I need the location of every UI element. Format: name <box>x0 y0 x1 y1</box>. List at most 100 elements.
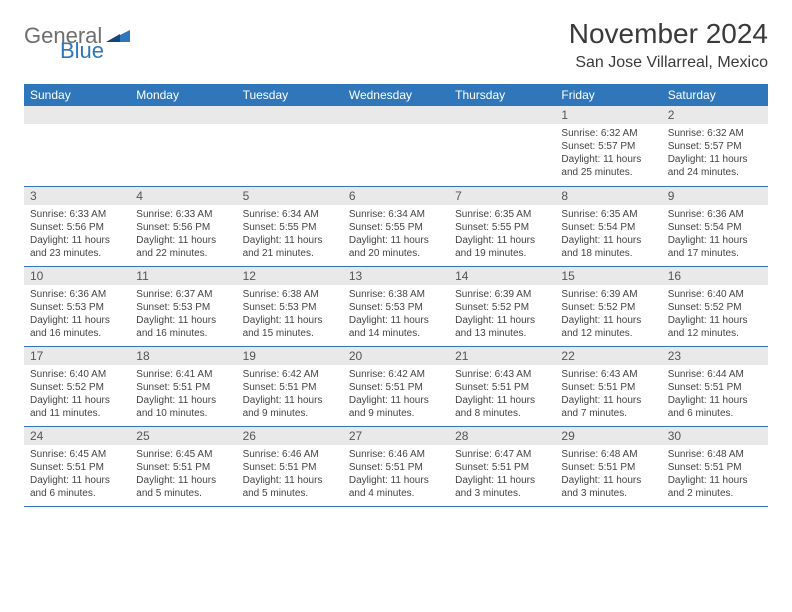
sunset-text: Sunset: 5:53 PM <box>30 301 124 314</box>
daylight-text: Daylight: 11 hours and 16 minutes. <box>136 314 230 340</box>
calendar-cell: 25Sunrise: 6:45 AMSunset: 5:51 PMDayligh… <box>130 426 236 506</box>
daylight-text: Daylight: 11 hours and 24 minutes. <box>668 153 762 179</box>
day-number <box>237 106 343 124</box>
day-number: 24 <box>24 427 130 445</box>
sunset-text: Sunset: 5:57 PM <box>561 140 655 153</box>
day-body: Sunrise: 6:46 AMSunset: 5:51 PMDaylight:… <box>343 445 449 504</box>
day-number: 18 <box>130 347 236 365</box>
day-number: 15 <box>555 267 661 285</box>
day-body <box>449 124 555 131</box>
sunset-text: Sunset: 5:51 PM <box>136 461 230 474</box>
daylight-text: Daylight: 11 hours and 3 minutes. <box>561 474 655 500</box>
day-number: 26 <box>237 427 343 445</box>
sunset-text: Sunset: 5:51 PM <box>349 461 443 474</box>
sunrise-text: Sunrise: 6:36 AM <box>30 288 124 301</box>
sunset-text: Sunset: 5:51 PM <box>668 461 762 474</box>
daylight-text: Daylight: 11 hours and 6 minutes. <box>30 474 124 500</box>
calendar-week-row: 10Sunrise: 6:36 AMSunset: 5:53 PMDayligh… <box>24 266 768 346</box>
daylight-text: Daylight: 11 hours and 12 minutes. <box>668 314 762 340</box>
day-number: 22 <box>555 347 661 365</box>
calendar-cell: 26Sunrise: 6:46 AMSunset: 5:51 PMDayligh… <box>237 426 343 506</box>
sunrise-text: Sunrise: 6:37 AM <box>136 288 230 301</box>
sunset-text: Sunset: 5:56 PM <box>30 221 124 234</box>
day-body: Sunrise: 6:34 AMSunset: 5:55 PMDaylight:… <box>343 205 449 264</box>
daylight-text: Daylight: 11 hours and 10 minutes. <box>136 394 230 420</box>
sunset-text: Sunset: 5:51 PM <box>561 381 655 394</box>
day-body: Sunrise: 6:45 AMSunset: 5:51 PMDaylight:… <box>24 445 130 504</box>
sunrise-text: Sunrise: 6:35 AM <box>455 208 549 221</box>
sunrise-text: Sunrise: 6:32 AM <box>561 127 655 140</box>
daylight-text: Daylight: 11 hours and 9 minutes. <box>243 394 337 420</box>
calendar-cell: 30Sunrise: 6:48 AMSunset: 5:51 PMDayligh… <box>662 426 768 506</box>
calendar-cell: 8Sunrise: 6:35 AMSunset: 5:54 PMDaylight… <box>555 186 661 266</box>
day-body: Sunrise: 6:48 AMSunset: 5:51 PMDaylight:… <box>662 445 768 504</box>
calendar-cell: 5Sunrise: 6:34 AMSunset: 5:55 PMDaylight… <box>237 186 343 266</box>
sunrise-text: Sunrise: 6:41 AM <box>136 368 230 381</box>
sunset-text: Sunset: 5:52 PM <box>455 301 549 314</box>
weekday-header-row: Sunday Monday Tuesday Wednesday Thursday… <box>24 84 768 106</box>
day-number: 4 <box>130 187 236 205</box>
daylight-text: Daylight: 11 hours and 2 minutes. <box>668 474 762 500</box>
calendar-cell: 20Sunrise: 6:42 AMSunset: 5:51 PMDayligh… <box>343 346 449 426</box>
daylight-text: Daylight: 11 hours and 18 minutes. <box>561 234 655 260</box>
day-body: Sunrise: 6:37 AMSunset: 5:53 PMDaylight:… <box>130 285 236 344</box>
day-number <box>343 106 449 124</box>
calendar-cell: 29Sunrise: 6:48 AMSunset: 5:51 PMDayligh… <box>555 426 661 506</box>
weekday-header: Friday <box>555 84 661 106</box>
day-number: 2 <box>662 106 768 124</box>
calendar-cell: 15Sunrise: 6:39 AMSunset: 5:52 PMDayligh… <box>555 266 661 346</box>
day-number: 21 <box>449 347 555 365</box>
calendar-cell: 1Sunrise: 6:32 AMSunset: 5:57 PMDaylight… <box>555 106 661 186</box>
sunrise-text: Sunrise: 6:47 AM <box>455 448 549 461</box>
calendar-cell: 2Sunrise: 6:32 AMSunset: 5:57 PMDaylight… <box>662 106 768 186</box>
weekday-header: Thursday <box>449 84 555 106</box>
calendar-cell <box>343 106 449 186</box>
header: General Blue November 2024 San Jose Vill… <box>24 18 768 72</box>
daylight-text: Daylight: 11 hours and 5 minutes. <box>136 474 230 500</box>
day-body: Sunrise: 6:48 AMSunset: 5:51 PMDaylight:… <box>555 445 661 504</box>
bottom-rule <box>24 506 768 507</box>
calendar-cell: 16Sunrise: 6:40 AMSunset: 5:52 PMDayligh… <box>662 266 768 346</box>
calendar-week-row: 3Sunrise: 6:33 AMSunset: 5:56 PMDaylight… <box>24 186 768 266</box>
sunset-text: Sunset: 5:52 PM <box>561 301 655 314</box>
day-number: 23 <box>662 347 768 365</box>
sunrise-text: Sunrise: 6:35 AM <box>561 208 655 221</box>
month-title: November 2024 <box>569 18 768 50</box>
daylight-text: Daylight: 11 hours and 4 minutes. <box>349 474 443 500</box>
day-number: 11 <box>130 267 236 285</box>
daylight-text: Daylight: 11 hours and 23 minutes. <box>30 234 124 260</box>
day-body <box>237 124 343 131</box>
day-body: Sunrise: 6:34 AMSunset: 5:55 PMDaylight:… <box>237 205 343 264</box>
sunrise-text: Sunrise: 6:43 AM <box>561 368 655 381</box>
sunrise-text: Sunrise: 6:34 AM <box>243 208 337 221</box>
day-number: 16 <box>662 267 768 285</box>
day-body: Sunrise: 6:33 AMSunset: 5:56 PMDaylight:… <box>130 205 236 264</box>
sunset-text: Sunset: 5:51 PM <box>243 381 337 394</box>
sunrise-text: Sunrise: 6:48 AM <box>561 448 655 461</box>
calendar-cell: 21Sunrise: 6:43 AMSunset: 5:51 PMDayligh… <box>449 346 555 426</box>
day-number: 17 <box>24 347 130 365</box>
day-body: Sunrise: 6:36 AMSunset: 5:53 PMDaylight:… <box>24 285 130 344</box>
sunset-text: Sunset: 5:51 PM <box>455 381 549 394</box>
weekday-header: Monday <box>130 84 236 106</box>
day-body: Sunrise: 6:32 AMSunset: 5:57 PMDaylight:… <box>662 124 768 183</box>
sunset-text: Sunset: 5:51 PM <box>30 461 124 474</box>
daylight-text: Daylight: 11 hours and 15 minutes. <box>243 314 337 340</box>
daylight-text: Daylight: 11 hours and 14 minutes. <box>349 314 443 340</box>
weekday-header: Wednesday <box>343 84 449 106</box>
daylight-text: Daylight: 11 hours and 22 minutes. <box>136 234 230 260</box>
calendar-cell <box>24 106 130 186</box>
location: San Jose Villarreal, Mexico <box>569 54 768 72</box>
sunset-text: Sunset: 5:51 PM <box>668 381 762 394</box>
sunrise-text: Sunrise: 6:44 AM <box>668 368 762 381</box>
calendar-cell: 19Sunrise: 6:42 AMSunset: 5:51 PMDayligh… <box>237 346 343 426</box>
calendar-cell: 7Sunrise: 6:35 AMSunset: 5:55 PMDaylight… <box>449 186 555 266</box>
daylight-text: Daylight: 11 hours and 8 minutes. <box>455 394 549 420</box>
calendar-cell: 4Sunrise: 6:33 AMSunset: 5:56 PMDaylight… <box>130 186 236 266</box>
daylight-text: Daylight: 11 hours and 7 minutes. <box>561 394 655 420</box>
day-number: 7 <box>449 187 555 205</box>
sunset-text: Sunset: 5:51 PM <box>561 461 655 474</box>
day-body: Sunrise: 6:38 AMSunset: 5:53 PMDaylight:… <box>343 285 449 344</box>
calendar-cell <box>449 106 555 186</box>
day-body: Sunrise: 6:47 AMSunset: 5:51 PMDaylight:… <box>449 445 555 504</box>
